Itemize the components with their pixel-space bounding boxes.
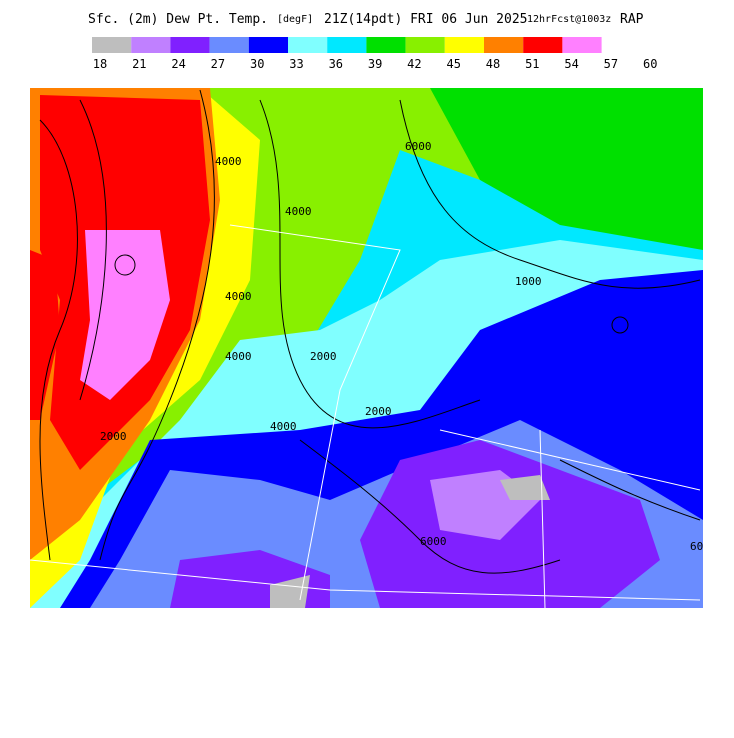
contour-label: 2000 — [100, 430, 127, 443]
contour-label: 6000 — [690, 540, 717, 553]
colorbar: 18 21 24 27 30 33 36 39 42 45 48 51 54 57 60 — [92, 37, 657, 71]
contour-label: 4000 — [270, 420, 297, 433]
colorbar-swatch — [405, 37, 445, 53]
colorbar-label: 18 — [93, 57, 107, 71]
title-forecast: 12hrFcst@1003z — [527, 14, 611, 25]
colorbar-swatch — [366, 37, 406, 53]
colorbar-label: 48 — [486, 57, 500, 71]
title-units: [degF] — [277, 14, 313, 25]
contour-label: 1000 — [515, 275, 542, 288]
contour-label: 2000 — [310, 350, 337, 363]
field — [30, 250, 60, 420]
colorbar-label: 24 — [171, 57, 185, 71]
colorbar-label: 39 — [368, 57, 382, 71]
contour-label: 4000 — [225, 350, 252, 363]
colorbar-swatch — [523, 37, 563, 53]
contour-label: 6000 — [420, 535, 447, 548]
title-field: Sfc. (2m) Dew Pt. Temp. — [88, 12, 268, 27]
colorbar-label: 30 — [250, 57, 264, 71]
colorbar-swatch — [562, 37, 602, 53]
colorbar-label: 33 — [289, 57, 303, 71]
field — [500, 475, 550, 500]
colorbar-swatch — [288, 37, 328, 53]
title-model: RAP — [620, 12, 644, 27]
colorbar-swatch — [131, 37, 171, 53]
contour-label: 6000 — [405, 140, 432, 153]
colorbar-label: 21 — [132, 57, 146, 71]
map: 4000 6000 4000 4000 2000 4000 2000 1000 4000 6000… — [30, 88, 717, 608]
colorbar-swatch — [248, 37, 288, 53]
contour-label: 2000 — [365, 405, 392, 418]
colorbar-label: 54 — [564, 57, 578, 71]
colorbar-label: 45 — [446, 57, 460, 71]
contours — [39, 89, 701, 574]
colorbar-label: 27 — [211, 57, 225, 71]
contour-labels: 4000 6000 4000 4000 2000 4000 2000 1000 4000 6000… — [100, 140, 717, 553]
field — [80, 230, 170, 400]
contour-label: 4000 — [215, 155, 242, 168]
colorbar-swatch — [92, 37, 132, 53]
title-valid: 21Z(14pdt) FRI 06 Jun 2025 — [324, 12, 528, 27]
colorbar-swatch — [444, 37, 484, 53]
field — [430, 88, 703, 260]
colorbar-swatch — [209, 37, 249, 53]
colorbar-swatch — [327, 37, 367, 53]
colorbar-label: 60 — [643, 57, 657, 71]
colorbar-label: 57 — [604, 57, 618, 71]
colorbar-label: 36 — [329, 57, 343, 71]
colorbar-swatch — [170, 37, 210, 53]
borders — [30, 224, 701, 608]
colorbar-swatch — [484, 37, 524, 53]
colorbar-label: 51 — [525, 57, 539, 71]
contour-label: 4000 — [285, 205, 312, 218]
colorbar-label: 42 — [407, 57, 421, 71]
contour-label: 4000 — [225, 290, 252, 303]
